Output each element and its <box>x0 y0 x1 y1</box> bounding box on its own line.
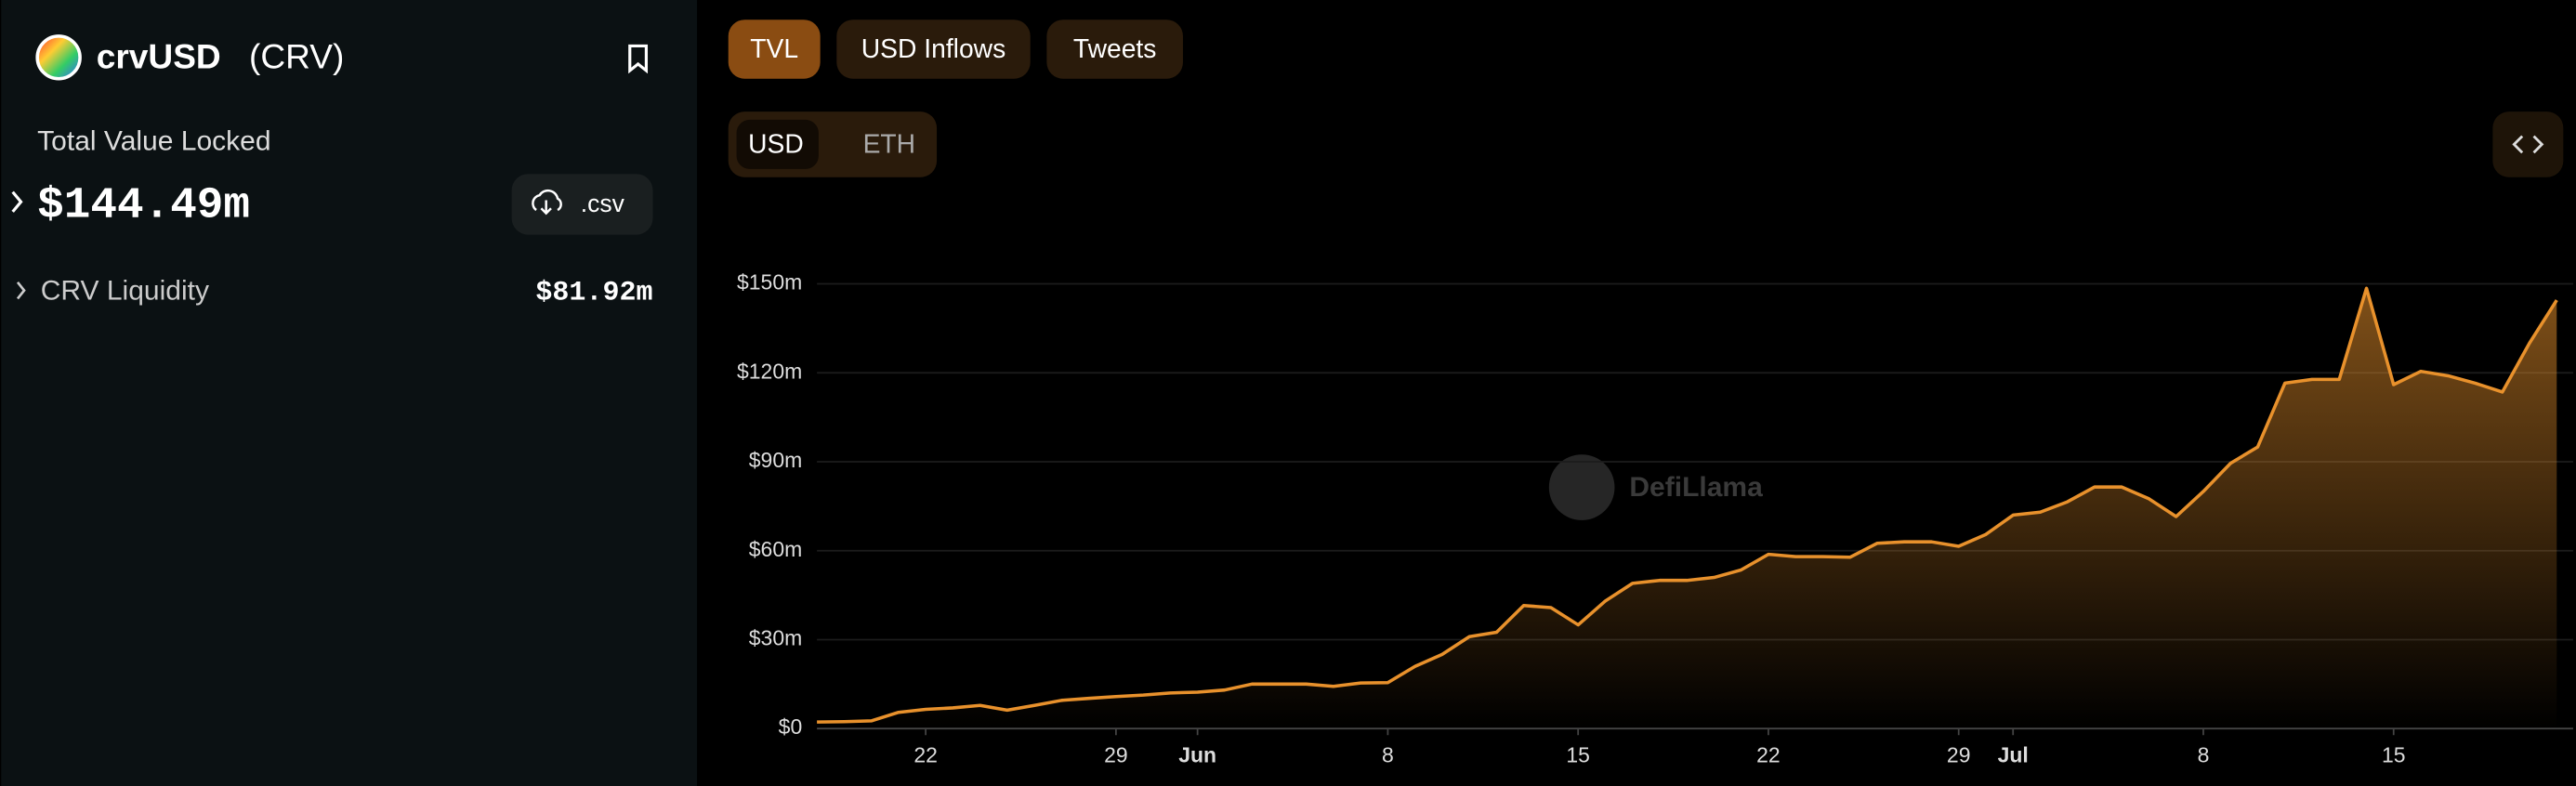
embed-button[interactable] <box>2492 111 2564 177</box>
expand-chevron[interactable] <box>11 190 23 213</box>
tab[interactable] <box>836 20 1031 79</box>
x-tick-label: 15 <box>2382 742 2406 766</box>
toggle-label[interactable]: ETH <box>863 129 915 159</box>
x-tick-label: Jul <box>1998 742 2029 766</box>
x-tick-label: 22 <box>913 742 938 766</box>
y-tick-label: $0 <box>779 714 803 739</box>
tab[interactable] <box>728 20 821 79</box>
toggle-option[interactable] <box>736 119 819 169</box>
embed-icon <box>2512 135 2544 154</box>
logo <box>35 34 82 81</box>
x-tick-label: Jun <box>1178 742 1216 766</box>
y-tick-label: $120m <box>737 359 802 383</box>
x-tick-label: 22 <box>1756 742 1781 766</box>
y-tick-label: $30m <box>749 626 802 650</box>
protocol-symbol: (CRV) <box>249 36 344 75</box>
watermark: DefiLlama <box>1629 472 1763 503</box>
y-tick-label: $60m <box>749 537 802 561</box>
metric-label: Total Value Locked <box>37 126 270 157</box>
tab-label: TVL <box>750 33 798 63</box>
line <box>817 286 2558 724</box>
bookmark-icon[interactable] <box>628 44 649 74</box>
tab-label: Tweets <box>1073 33 1157 63</box>
breakdown-label: CRV Liquidity <box>41 275 209 306</box>
x-tick-label: 29 <box>1947 742 1971 766</box>
breakdown-value: $81.92m <box>535 277 652 308</box>
metric-value: $144.49m <box>37 180 250 230</box>
tab[interactable] <box>1046 20 1183 79</box>
x-tick-label: 8 <box>1382 742 1394 766</box>
y-tick-label: $150m <box>737 270 802 295</box>
sidebar <box>1 0 698 786</box>
x-tick-label: 15 <box>1566 742 1590 766</box>
csv-button[interactable] <box>511 174 653 235</box>
tab-label: USD Inflows <box>861 33 1005 63</box>
x-tick-label: 8 <box>2198 742 2210 766</box>
watermark-logo <box>1548 454 1615 520</box>
csv-label: .csv <box>581 190 625 217</box>
breakdown-chevron[interactable] <box>16 281 26 300</box>
download-icon <box>532 189 562 216</box>
x-tick-label: 29 <box>1104 742 1128 766</box>
y-tick-label: $90m <box>749 448 802 472</box>
area-fill <box>817 288 2557 729</box>
protocol-name: crvUSD <box>97 36 221 75</box>
toggle-label: USD <box>748 129 804 159</box>
